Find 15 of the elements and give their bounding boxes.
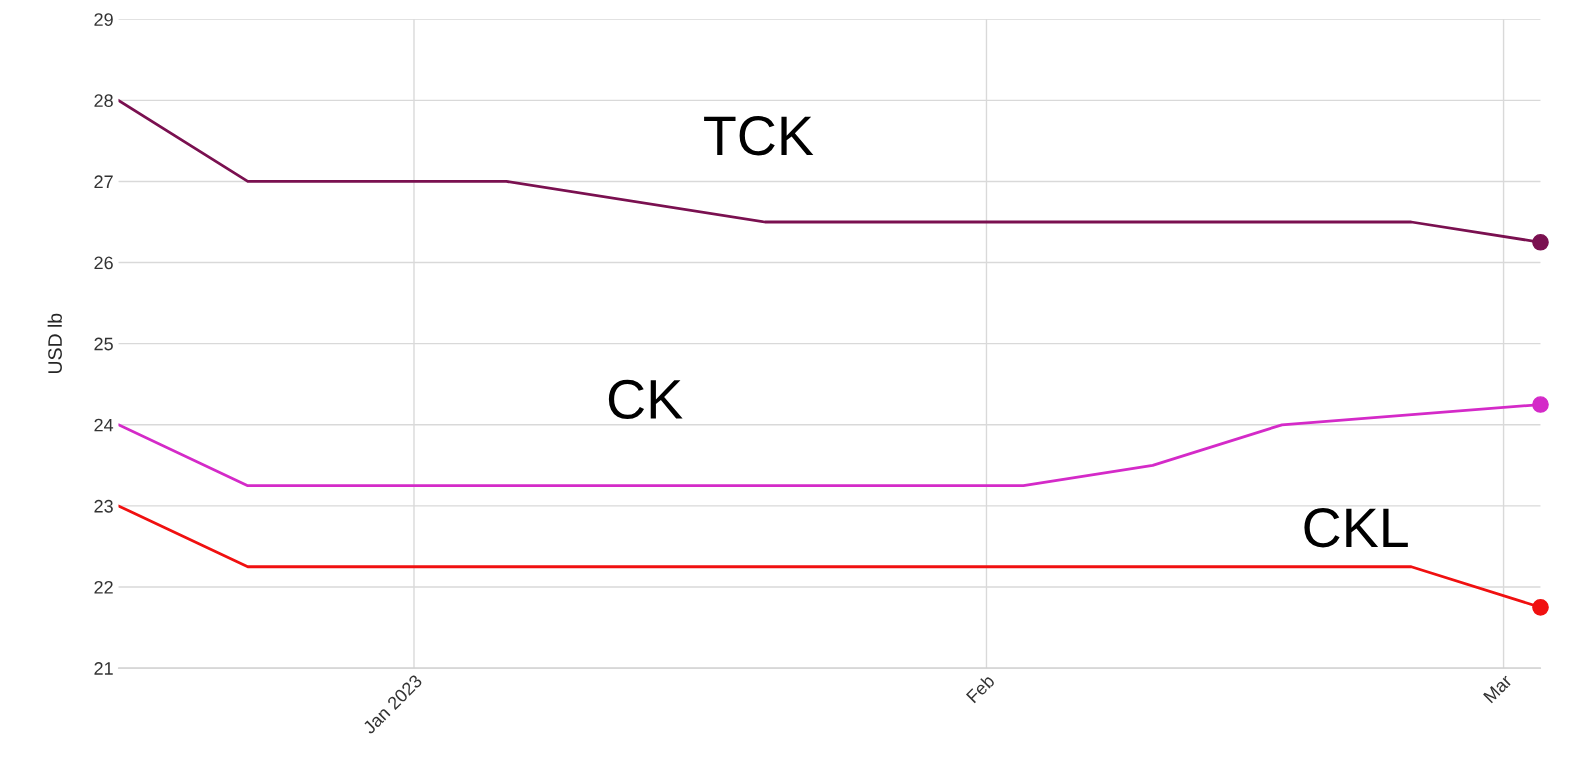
series-label: CKL [1304,508,1408,548]
y-tick-label: 28 [94,94,113,108]
series-label: TCK [704,116,814,156]
y-tick-label: 29 [94,13,113,26]
x-tick-label: Feb [965,673,996,704]
y-tick-label: 25 [94,337,113,351]
x-tick-label: Mar [1483,673,1513,704]
y-tick-label: 23 [94,499,113,513]
y-tick-label: 22 [94,580,113,594]
y-axis-title: USD lb [47,313,62,373]
y-tick-label: 21 [94,662,113,675]
series-label: CK [608,379,683,420]
y-tick-label: 27 [94,175,113,188]
y-tick-label: 24 [94,418,114,432]
y-tick-label: 26 [94,256,113,270]
